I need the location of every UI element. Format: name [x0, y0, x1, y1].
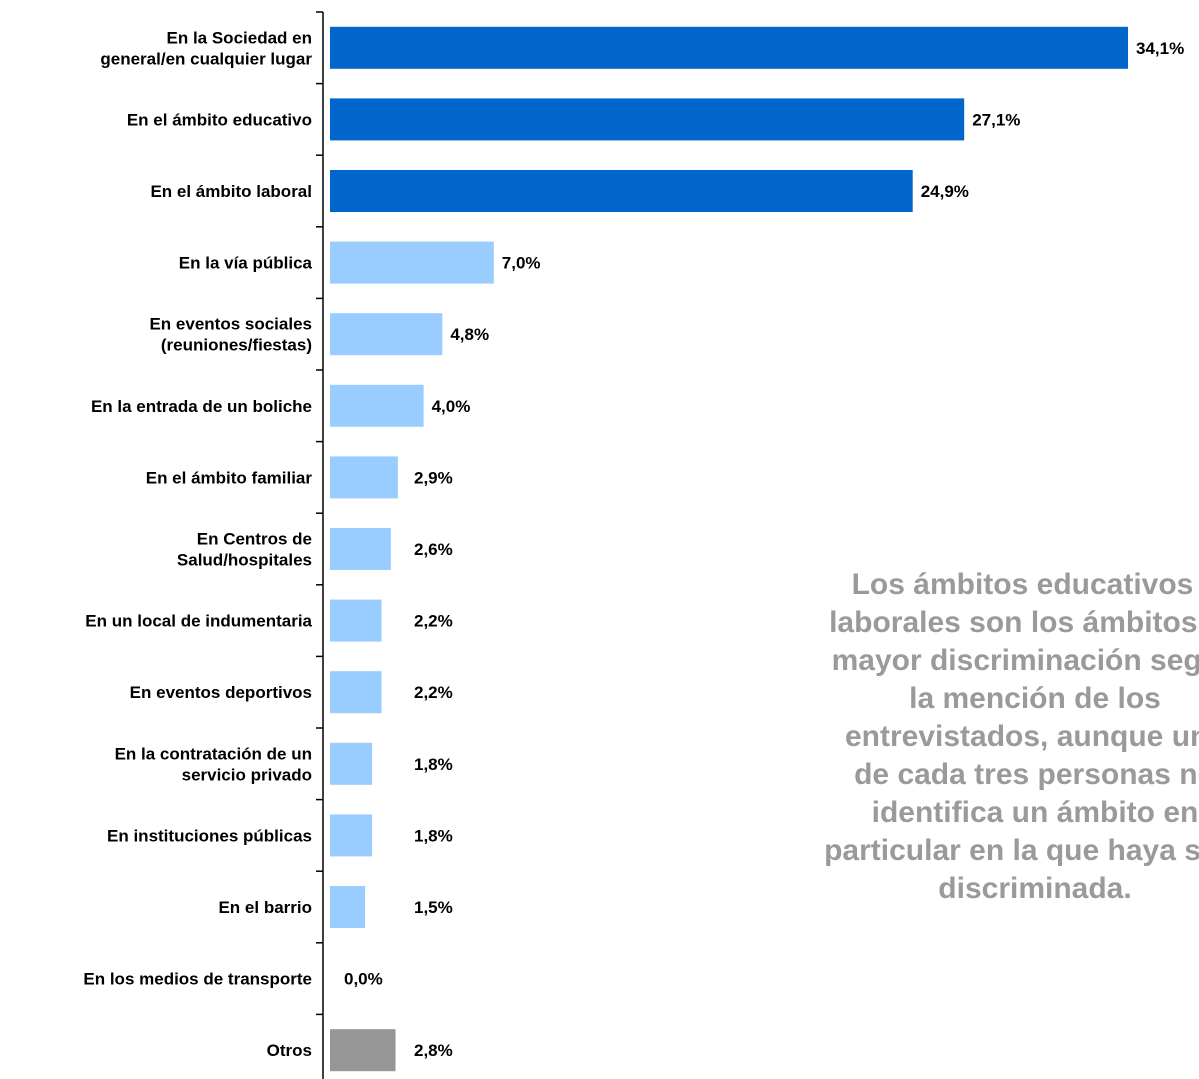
bar	[330, 456, 398, 499]
bar	[330, 384, 424, 427]
value-label: 0,0%	[344, 970, 383, 989]
value-label: 2,9%	[414, 468, 453, 487]
annotation-line: identifica un ámbito en	[871, 796, 1199, 829]
bar	[330, 1029, 396, 1072]
value-label: 27,1%	[972, 110, 1020, 129]
bar	[330, 313, 443, 356]
category-label: En los medios de transporte	[83, 970, 312, 989]
value-label: 2,6%	[414, 540, 453, 559]
category-label: En la Sociedad en general/en cualquier lu…	[100, 28, 312, 68]
category-label: En el ámbito laboral	[150, 182, 312, 201]
value-label: 4,8%	[450, 325, 489, 344]
bar	[330, 241, 494, 284]
value-label: 1,5%	[414, 898, 453, 917]
category-label: En el ámbito familiar	[146, 468, 313, 487]
value-label: 1,8%	[414, 826, 453, 845]
bars-group	[330, 26, 1128, 1072]
value-label: 2,8%	[414, 1041, 453, 1060]
bar	[330, 742, 373, 785]
category-label: Otros	[267, 1041, 312, 1060]
annotation-line: Los ámbitos educativos y	[851, 568, 1199, 601]
category-label: En el barrio	[218, 898, 312, 917]
annotation-text: Los ámbitos educativos y laborales son lo…	[800, 566, 1199, 908]
annotation-line: mayor discriminación según	[831, 644, 1199, 677]
category-label: En la entrada de un boliche	[91, 397, 312, 416]
category-labels-group: En la Sociedad en general/en cualquier lu…	[83, 28, 312, 1060]
category-label: En instituciones públicas	[107, 826, 312, 845]
axis-ticks-group	[316, 11, 323, 1016]
bar	[330, 814, 373, 857]
annotation-line: laborales son los ámbitos de	[829, 606, 1199, 639]
category-label: En eventos deportivos	[130, 683, 312, 702]
category-label: En Centros de Salud/hospitales	[177, 530, 312, 570]
category-label: En eventos sociales (reuniones/fiestas)	[149, 315, 312, 355]
annotation-line: discriminada.	[938, 872, 1132, 905]
annotation-line: de cada tres personas no	[854, 758, 1199, 791]
bar	[330, 528, 391, 570]
annotation-line: particular en la que haya sido	[824, 834, 1199, 867]
category-label: En el ámbito educativo	[127, 110, 312, 129]
category-label: En un local de indumentaria	[85, 612, 312, 631]
value-label: 4,0%	[432, 397, 471, 416]
annotation-line: la mención de los	[909, 682, 1161, 715]
value-label: 1,8%	[414, 755, 453, 774]
value-label: 7,0%	[502, 254, 541, 273]
value-label: 24,9%	[921, 182, 969, 201]
value-labels-group: 34,1% 27,1% 24,9% 7,0% 4,8% 4,0% 2,9% 2,6% 2,2% 2…	[344, 39, 1184, 1060]
annotation-line: entrevistados, aunque una	[844, 720, 1199, 753]
bar	[330, 26, 1128, 69]
value-label: 34,1%	[1136, 39, 1184, 58]
category-label: En la contratación de un servicio privado	[115, 744, 312, 784]
bar	[330, 886, 366, 928]
category-label: En la vía pública	[179, 254, 313, 273]
value-label: 2,2%	[414, 612, 453, 631]
bar	[330, 98, 965, 141]
value-label: 2,2%	[414, 683, 453, 702]
bar	[330, 599, 382, 642]
bar	[330, 671, 382, 714]
bar	[330, 170, 913, 212]
